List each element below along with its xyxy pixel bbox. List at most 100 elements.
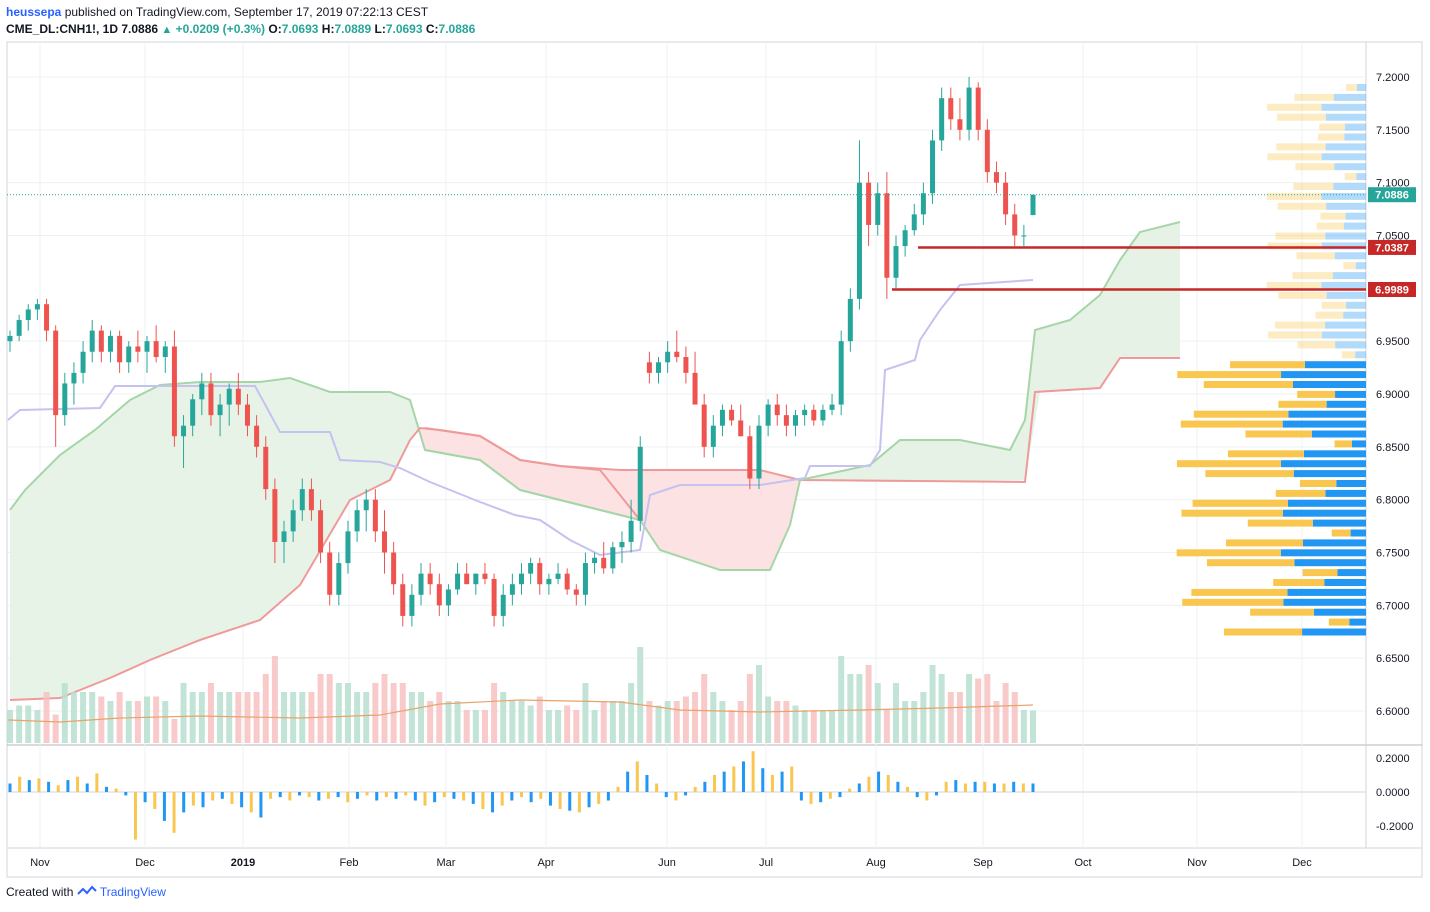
profile-up-bar [1283, 598, 1366, 606]
volume-bar [984, 674, 991, 743]
osc-bar [317, 792, 321, 801]
candle-body [939, 98, 945, 141]
osc-bar [365, 792, 369, 796]
osc-bar [298, 792, 302, 796]
author-name[interactable]: heussepa [6, 5, 62, 19]
candle-body [847, 298, 853, 342]
candle-body [199, 383, 205, 400]
candle-body [126, 346, 132, 363]
volume-bar [491, 683, 498, 743]
volume-ma-line [7, 699, 1034, 723]
candle-body [491, 578, 497, 616]
candle-body [16, 320, 22, 336]
profile-down-bar [1245, 430, 1312, 438]
osc-bar [355, 792, 359, 799]
candle-body [509, 584, 515, 595]
volume-bar [52, 714, 59, 743]
volume-bar [536, 696, 543, 743]
profile-down-bar [1295, 163, 1335, 171]
osc-bar [201, 792, 205, 808]
profile-up-bar [1281, 371, 1366, 379]
osc-bar [539, 792, 543, 799]
symbol-name[interactable]: CME_DL:CNH1!, 1D [6, 22, 119, 36]
volume-bar [43, 692, 50, 743]
candle-body [381, 531, 387, 553]
osc-tick-label: 0.2000 [1376, 753, 1410, 765]
osc-bar [799, 792, 803, 801]
volume-bar [618, 701, 625, 743]
profile-up-bar [1357, 84, 1366, 91]
span-a-line-2 [424, 221, 1181, 571]
candle-body [217, 404, 223, 416]
volume-bar [646, 701, 653, 743]
footer: Created with TradingView [6, 885, 166, 900]
osc-bar [153, 792, 157, 809]
candle-body [966, 87, 972, 130]
osc-bar [172, 792, 176, 833]
volume-bar [847, 674, 854, 743]
profile-up-bar [1356, 173, 1366, 181]
candle-body [984, 129, 990, 173]
volume-bar [929, 665, 936, 743]
osc-bar [413, 792, 417, 801]
osc-bar [761, 768, 765, 792]
volume-bar [162, 701, 169, 743]
volume-bar [746, 674, 753, 743]
time-axis[interactable]: Nov Dec 2019 Feb Mar Apr Jun Jul Aug Sep Oct Nov Dec [30, 857, 1312, 869]
profile-down-bar [1177, 371, 1282, 379]
time-tick-label: Jun [658, 857, 676, 869]
profile-up-bar [1346, 301, 1366, 309]
profile-down-bar [1315, 311, 1344, 319]
profile-up-bar [1325, 232, 1366, 240]
volume-bar [189, 692, 196, 743]
candle-body [528, 563, 534, 574]
profile-down-bar [1182, 598, 1284, 606]
osc-bar [693, 786, 697, 792]
profile-up-bar [1304, 361, 1366, 369]
profile-down-bar [1192, 499, 1288, 507]
osc-bar [500, 792, 504, 806]
candle-body [555, 573, 561, 579]
profile-down-bar [1266, 282, 1322, 289]
profile-up-bar [1335, 390, 1366, 398]
volume-bar [1020, 710, 1027, 743]
tradingview-brand[interactable]: TradingView [99, 885, 166, 899]
time-tick-label: Oct [1074, 857, 1091, 869]
profile-up-bar [1292, 381, 1366, 388]
candle-body [345, 531, 351, 564]
osc-bar [1031, 783, 1035, 792]
osc-bar [780, 771, 784, 792]
volume-bar [408, 692, 415, 743]
osc-tick-label: 0.0000 [1376, 787, 1410, 799]
profile-up-bar [1343, 311, 1366, 319]
candle-body [546, 578, 552, 585]
osc-bar [770, 775, 774, 792]
profile-down-bar [1267, 242, 1322, 250]
osc-bar [249, 792, 253, 813]
profile-up-bar [1344, 133, 1366, 141]
candle-body [418, 573, 424, 595]
candle-body [464, 573, 470, 585]
volume-bar [226, 692, 233, 743]
candle-body [948, 98, 954, 120]
osc-bar [616, 786, 620, 792]
profile-down-bar [1267, 331, 1322, 339]
volume-bar [427, 701, 434, 743]
volume-bar [399, 683, 406, 743]
oscillator-axis[interactable]: 0.2000 0.0000 -0.2000 [1376, 753, 1413, 833]
volume-bar [582, 683, 589, 743]
osc-bar [896, 781, 900, 792]
candle-body [98, 330, 104, 352]
candle-body [1012, 214, 1018, 236]
candle-body [802, 409, 808, 416]
osc-bar [433, 792, 437, 803]
price-axis[interactable]: 7.2000 7.1500 7.1000 7.0500 6.9500 6.9000 6.85… [1376, 72, 1410, 718]
candle-body [318, 510, 324, 553]
close-label: C: [425, 22, 439, 36]
close-value: 7.0886 [438, 22, 476, 36]
osc-bar [867, 776, 871, 792]
osc-bar [1021, 783, 1025, 792]
volume-bar [673, 701, 680, 743]
volume-bar [719, 701, 726, 743]
